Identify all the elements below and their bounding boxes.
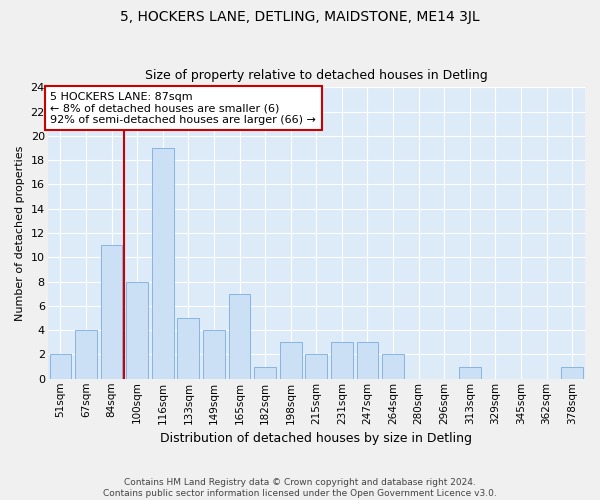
Bar	[331, 342, 353, 379]
Bar	[75, 330, 97, 379]
Bar	[152, 148, 173, 379]
Bar	[305, 354, 327, 379]
Text: 5, HOCKERS LANE, DETLING, MAIDSTONE, ME14 3JL: 5, HOCKERS LANE, DETLING, MAIDSTONE, ME1…	[120, 10, 480, 24]
Text: 5 HOCKERS LANE: 87sqm
← 8% of detached houses are smaller (6)
92% of semi-detach: 5 HOCKERS LANE: 87sqm ← 8% of detached h…	[50, 92, 316, 125]
Bar	[382, 354, 404, 379]
Bar	[254, 366, 276, 379]
Bar	[562, 366, 583, 379]
Bar	[459, 366, 481, 379]
Bar	[280, 342, 302, 379]
Bar	[126, 282, 148, 379]
Y-axis label: Number of detached properties: Number of detached properties	[15, 146, 25, 320]
Title: Size of property relative to detached houses in Detling: Size of property relative to detached ho…	[145, 69, 488, 82]
Bar	[101, 245, 122, 379]
Bar	[50, 354, 71, 379]
Text: Contains HM Land Registry data © Crown copyright and database right 2024.
Contai: Contains HM Land Registry data © Crown c…	[103, 478, 497, 498]
Bar	[229, 294, 250, 379]
Bar	[203, 330, 225, 379]
X-axis label: Distribution of detached houses by size in Detling: Distribution of detached houses by size …	[160, 432, 472, 445]
Bar	[178, 318, 199, 379]
Bar	[356, 342, 379, 379]
